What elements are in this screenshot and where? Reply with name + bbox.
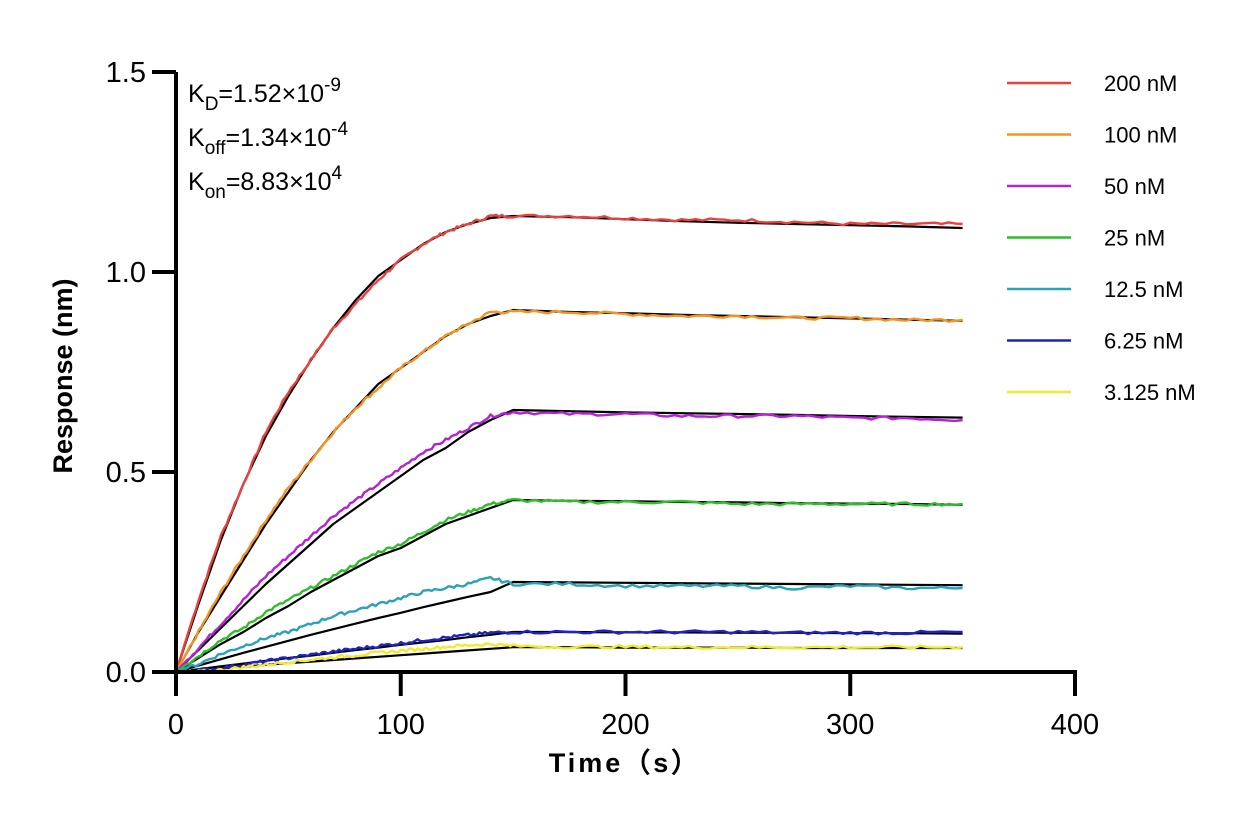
legend-label-5: 6.25 nM xyxy=(1104,329,1184,354)
series-line-6 xyxy=(176,642,963,674)
fit-line-5 xyxy=(175,630,963,674)
y-tick-label-3: 1.5 xyxy=(106,57,146,89)
legend-label-4: 12.5 nM xyxy=(1104,277,1184,302)
x-tick-label-2: 200 xyxy=(601,709,649,741)
legend-label-1: 100 nM xyxy=(1104,123,1177,148)
legend-label-0: 200 nM xyxy=(1104,71,1177,96)
series-line-4 xyxy=(175,575,963,674)
series-line-3 xyxy=(175,497,963,673)
annotation-koff: Koff=1.34×10-4 xyxy=(188,119,348,159)
legend: 200 nM 100 nM 50 nM 25 nM 12.5 nM 6.25 nM 3.12… xyxy=(1007,71,1196,405)
fit-line-4 xyxy=(175,580,963,674)
legend-label-3: 25 nM xyxy=(1104,226,1165,251)
series-line-2 xyxy=(175,410,963,673)
x-tick-label-1: 100 xyxy=(377,709,425,741)
series-line-1 xyxy=(174,309,963,673)
legend-label-6: 3.125 nM xyxy=(1104,380,1196,405)
x-tick-label-0: 0 xyxy=(168,709,184,741)
fit-line-3 xyxy=(175,498,963,673)
fit-line-6 xyxy=(175,646,963,674)
x-tick-label-3: 300 xyxy=(826,709,874,741)
x-tick-label-4: 400 xyxy=(1051,709,1099,741)
y-tick-label-1: 0.5 xyxy=(106,457,146,489)
series-line-5 xyxy=(175,629,963,674)
data-series xyxy=(174,213,963,674)
fit-curves xyxy=(174,214,963,674)
fit-line-2 xyxy=(175,408,963,673)
annotation-kd: KD=1.52×10-9 xyxy=(188,75,341,115)
series-line-0 xyxy=(174,213,963,673)
y-tick-label-2: 1.0 xyxy=(106,257,146,289)
fit-line-1 xyxy=(175,308,963,673)
y-axis-label: Response (nm) xyxy=(48,278,78,473)
x-axis-label: Time（s） xyxy=(549,748,702,778)
y-tick-label-0: 0.0 xyxy=(106,657,146,689)
annotation-kon: Kon=8.83×104 xyxy=(188,163,343,203)
legend-label-2: 50 nM xyxy=(1104,174,1165,199)
axes: 0.0 0.5 1.0 1.5 0 100 200 300 400 xyxy=(106,57,1100,741)
